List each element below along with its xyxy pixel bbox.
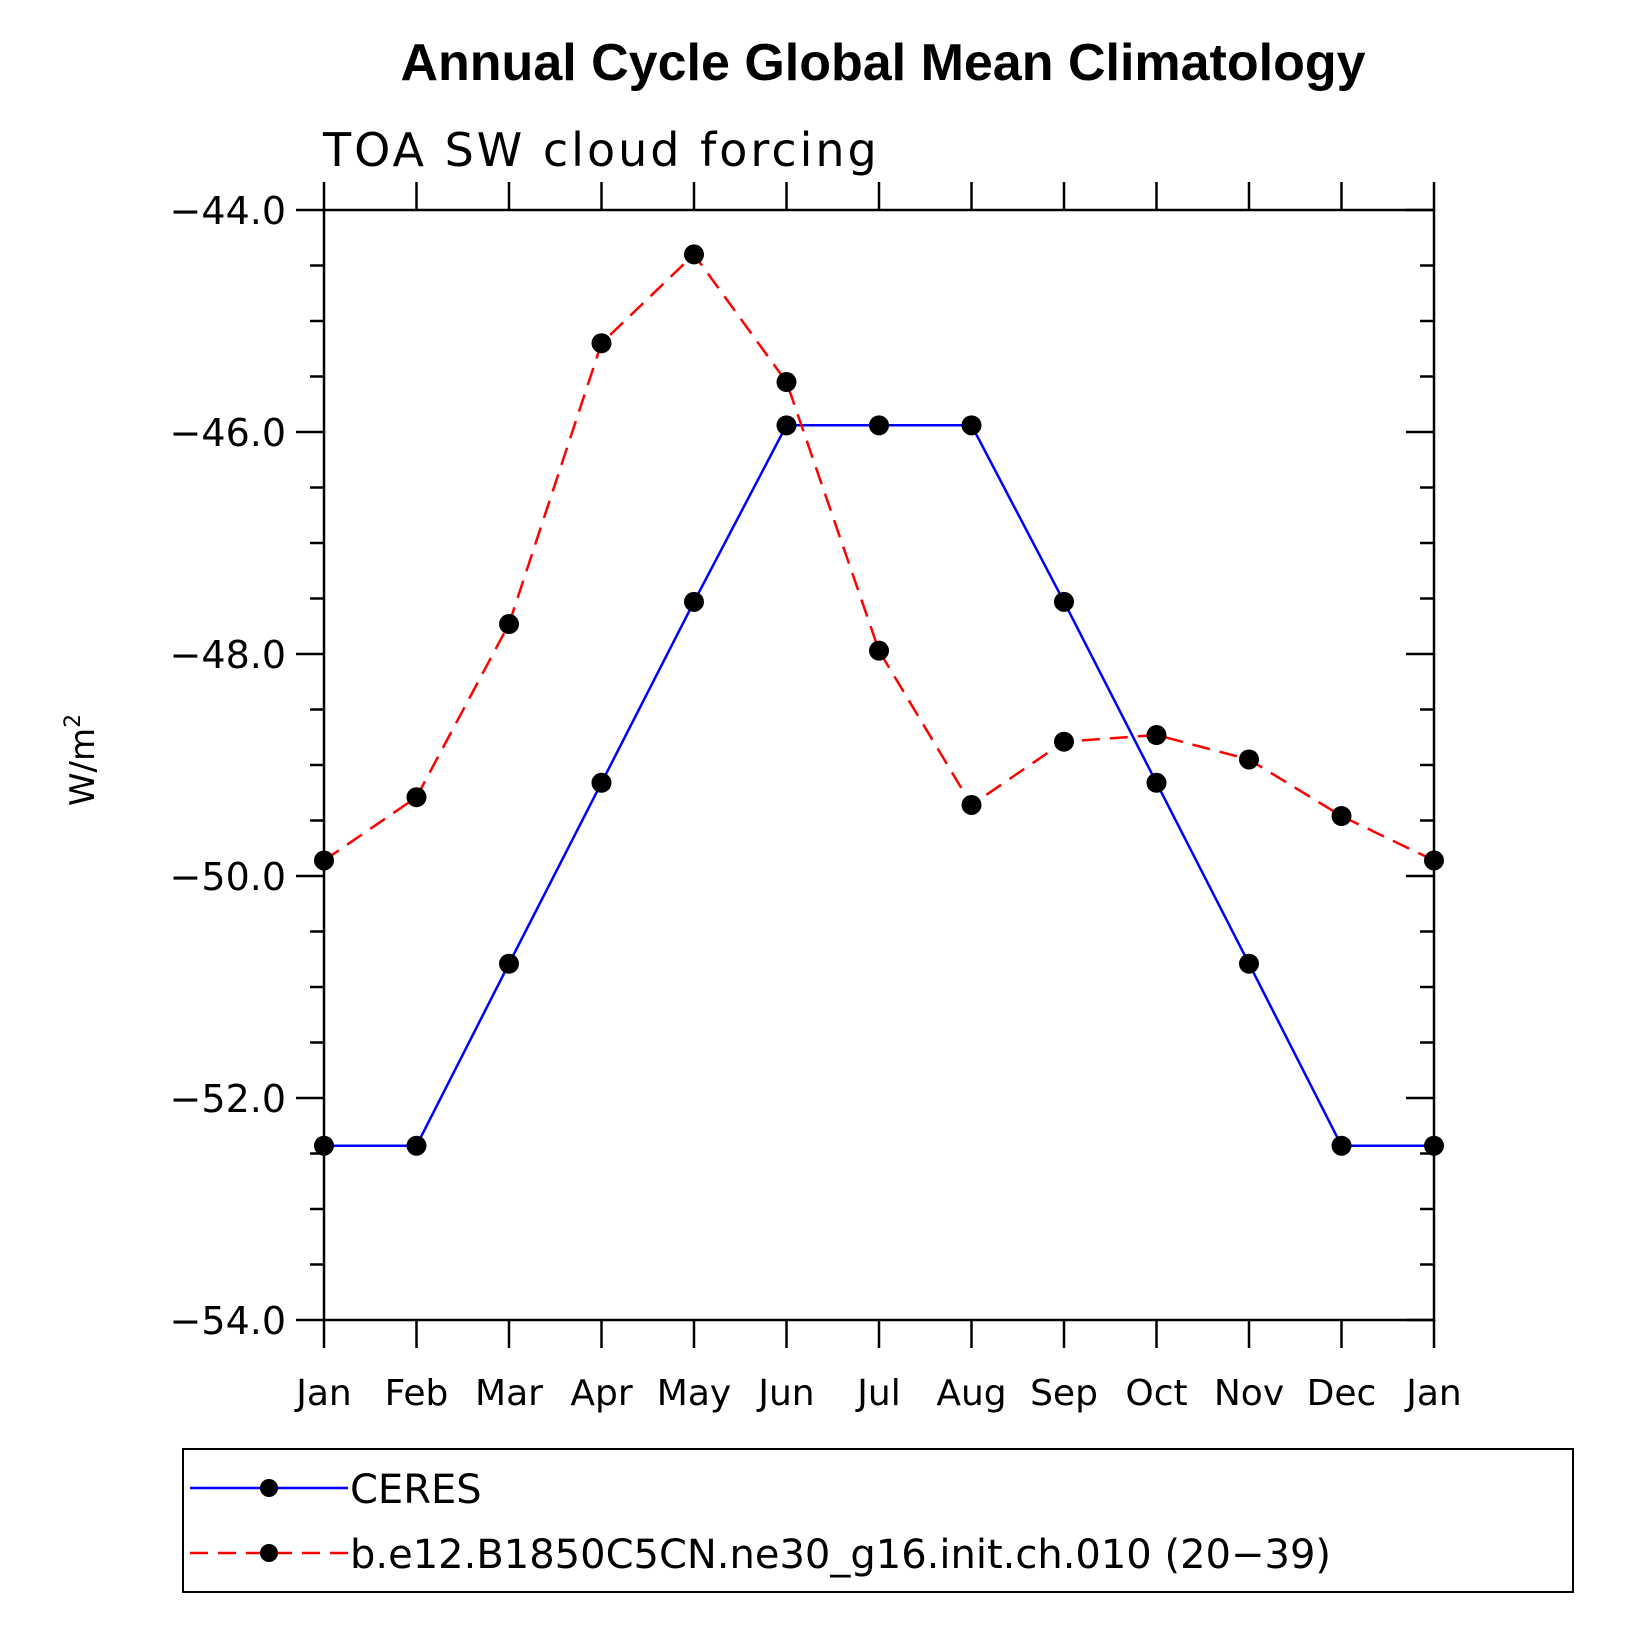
x-axis-ticks: Jan Feb Mar Apr May Jun Jul Aug Sep Oct Nov Dec Jan: [294, 182, 1462, 1414]
series-1-point: [1239, 749, 1259, 770]
y-tick-label: −54.0: [170, 1299, 286, 1343]
series-0-point: [1146, 772, 1167, 793]
series-0-point: [1331, 1135, 1352, 1156]
x-tick-label: May: [657, 1373, 731, 1414]
svg-text:W/m2: W/m2: [61, 714, 103, 806]
series-layer: [314, 244, 1444, 1156]
legend-label-model: b.e12.B1850C5CN.ne30_g16.init.ch.010 (20…: [350, 1532, 1331, 1578]
legend-marker-ceres: [260, 1479, 278, 1497]
y-axis-label-text: W/m: [63, 728, 103, 806]
series-line-1: [323, 252, 1435, 862]
y-tick-label: −48.0: [170, 633, 286, 677]
series-0-point: [591, 772, 612, 793]
x-tick-label: Feb: [385, 1373, 449, 1414]
x-tick-label: Apr: [570, 1373, 632, 1414]
legend: CERES b.e12.B1850C5CN.ne30_g16.init.ch.0…: [182, 1448, 1574, 1593]
series-0-point: [1239, 953, 1259, 974]
series-1-point: [776, 372, 797, 393]
y-axis-label: W/m2: [61, 714, 103, 806]
plot-frame: [322, 208, 1436, 1322]
series-1-point: [684, 244, 704, 265]
x-tick-label: Mar: [475, 1373, 543, 1414]
series-line-0: [324, 424, 1434, 1147]
legend-box: [182, 1448, 1574, 1593]
x-tick-label: Jul: [855, 1373, 900, 1414]
series-1-point: [1146, 725, 1167, 746]
y-tick-label: −50.0: [170, 855, 286, 899]
x-tick-label: Jun: [756, 1373, 814, 1414]
legend-marker-model: [260, 1544, 278, 1562]
series-0-point: [961, 415, 982, 436]
series-0-point: [869, 415, 889, 436]
y-tick-label: −46.0: [170, 411, 286, 455]
y-tick-label: −44.0: [170, 189, 286, 233]
series-0-point: [1054, 591, 1074, 612]
y-tick-label: −52.0: [170, 1077, 286, 1121]
x-tick-label: Aug: [936, 1373, 1006, 1414]
series-0-point: [684, 591, 704, 612]
series-0-point: [406, 1135, 427, 1156]
series-0-point: [1424, 1135, 1444, 1156]
series-1-point: [406, 787, 427, 808]
x-tick-label: Sep: [1030, 1373, 1098, 1414]
x-tick-label: Jan: [1404, 1373, 1462, 1414]
series-1-point: [869, 640, 889, 661]
series-0-point: [776, 415, 797, 436]
series-1-point: [499, 614, 519, 635]
series-0-point: [314, 1135, 334, 1156]
chart-title: Annual Cycle Global Mean Climatology: [400, 34, 1365, 92]
x-tick-label: Dec: [1307, 1373, 1377, 1414]
series-1-point: [1424, 850, 1444, 871]
series-1-point: [314, 850, 334, 871]
series-0-point: [499, 953, 519, 974]
y-axis-label-superscript: 2: [61, 714, 86, 728]
legend-label-ceres: CERES: [350, 1467, 482, 1513]
y-axis-ticks: −54.0 −52.0 −50.0 −48.0 −46.0 −44.0: [170, 189, 1434, 1343]
series-1-point: [1054, 731, 1074, 752]
series-1-point: [961, 794, 982, 815]
series-1-point: [591, 333, 612, 354]
chart-subtitle: TOA SW cloud forcing: [322, 123, 880, 177]
series-1-point: [1331, 806, 1352, 827]
x-tick-label: Nov: [1214, 1373, 1284, 1414]
x-tick-label: Jan: [294, 1373, 352, 1414]
x-tick-label: Oct: [1125, 1373, 1187, 1414]
